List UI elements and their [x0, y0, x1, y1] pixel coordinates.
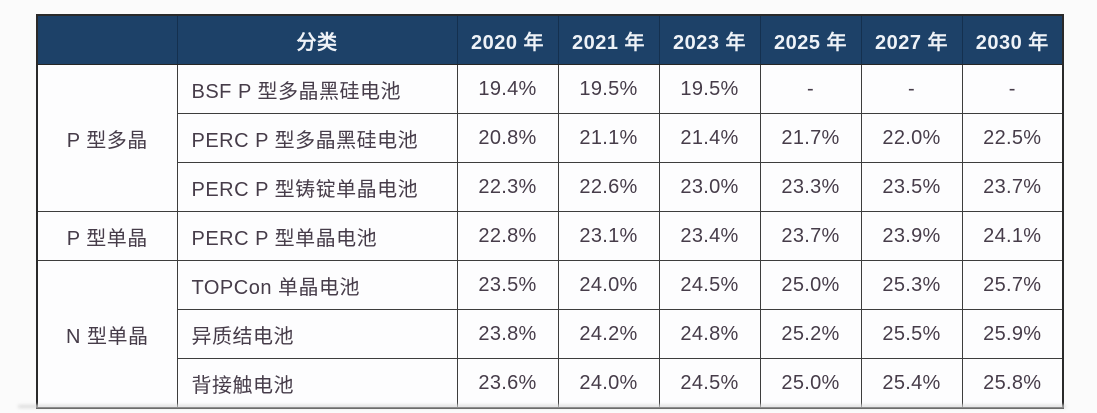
category-name-cell: 背接触电池 [176, 358, 458, 409]
header-corner-cell [37, 15, 177, 65]
efficiency-value-cell: - [961, 64, 1064, 114]
efficiency-table: 分类 2020 年 2021 年 2023 年 2025 年 2027 年 20… [36, 14, 1064, 409]
efficiency-value-cell: 25.2% [759, 309, 862, 359]
efficiency-value-cell: 25.5% [860, 309, 963, 359]
efficiency-value-cell: 25.9% [961, 309, 1064, 359]
efficiency-value-cell: 24.5% [658, 260, 761, 310]
header-year-2021: 2021 年 [557, 15, 659, 65]
efficiency-value-cell: 21.4% [658, 113, 761, 163]
efficiency-value-cell: - [759, 64, 862, 114]
efficiency-value-cell: - [860, 64, 963, 114]
efficiency-value-cell: 22.5% [961, 113, 1064, 163]
efficiency-value-cell: 21.1% [557, 113, 660, 163]
efficiency-value-cell: 23.9% [860, 211, 963, 261]
table-row: N 型单晶 TOPCon 单晶电池 23.5% 24.0% 24.5% 25.0% 25.3… [36, 260, 1064, 409]
table-body: P 型多晶 BSF P 型多晶黑硅电池 19.4% 19.5% 19.5% - - - PERC… [36, 64, 1064, 409]
header-year-2027: 2027 年 [860, 15, 962, 65]
header-year-2030: 2030 年 [961, 15, 1063, 65]
efficiency-value-cell: 24.0% [557, 358, 660, 409]
efficiency-value-cell: 23.4% [658, 211, 761, 261]
category-name-cell: 异质结电池 [176, 309, 458, 359]
efficiency-value-cell: 22.8% [456, 211, 559, 261]
table-row: PERC P 型铸锭单晶电池 22.3% 22.6% 23.0% 23.3% 23.5% 2… [37, 162, 1064, 212]
category-name-cell: BSF P 型多晶黑硅电池 [176, 64, 458, 114]
table-row: P 型多晶 BSF P 型多晶黑硅电池 19.4% 19.5% 19.5% - - - [36, 64, 1064, 212]
header-year-2025: 2025 年 [759, 15, 861, 65]
efficiency-value-cell: 19.4% [456, 64, 559, 114]
efficiency-value-cell: 24.2% [557, 309, 660, 359]
category-name-cell: TOPCon 单晶电池 [176, 260, 458, 310]
efficiency-value-cell: 24.0% [557, 260, 660, 310]
efficiency-value-cell: 24.8% [658, 309, 761, 359]
efficiency-value-cell: 23.6% [456, 358, 559, 409]
efficiency-value-cell: 21.7% [759, 113, 862, 163]
table-row: 背接触电池 23.6% 24.0% 24.5% 25.0% 25.4% 25.8% [37, 358, 1064, 409]
efficiency-value-cell: 23.3% [759, 162, 862, 212]
efficiency-value-cell: 25.3% [860, 260, 963, 310]
efficiency-value-cell: 23.1% [557, 211, 660, 261]
table-row: P 型单晶 PERC P 型单晶电池 22.8% 23.1% 23.4% 23.7% 23.… [36, 211, 1064, 261]
group-label-cell: P 型多晶 [36, 64, 178, 212]
table-row: PERC P 型多晶黑硅电池 20.8% 21.1% 21.4% 21.7% 22.0% 2… [37, 113, 1064, 163]
efficiency-value-cell: 25.7% [961, 260, 1064, 310]
header-category-cell: 分类 [176, 15, 457, 65]
table-shadow [18, 405, 1066, 408]
header-row: 分类 2020 年 2021 年 2023 年 2025 年 2027 年 20… [37, 15, 1063, 65]
efficiency-value-cell: 23.7% [961, 162, 1064, 212]
efficiency-value-cell: 22.6% [557, 162, 660, 212]
efficiency-value-cell: 25.0% [759, 260, 862, 310]
efficiency-value-cell: 24.5% [658, 358, 761, 409]
efficiency-value-cell: 23.5% [456, 260, 559, 310]
efficiency-value-cell: 23.5% [860, 162, 963, 212]
efficiency-value-cell: 25.4% [860, 358, 963, 409]
efficiency-value-cell: 24.1% [961, 211, 1064, 261]
group-label-cell: N 型单晶 [36, 260, 178, 409]
table-header: 分类 2020 年 2021 年 2023 年 2025 年 2027 年 20… [37, 15, 1063, 65]
efficiency-value-cell: 23.0% [658, 162, 761, 212]
efficiency-value-cell: 22.0% [860, 113, 963, 163]
efficiency-table-wrap: 分类 2020 年 2021 年 2023 年 2025 年 2027 年 20… [36, 14, 1064, 409]
efficiency-value-cell: 19.5% [658, 64, 761, 114]
efficiency-value-cell: 23.7% [759, 211, 862, 261]
efficiency-value-cell: 22.3% [456, 162, 559, 212]
group-label-cell: P 型单晶 [36, 211, 178, 261]
category-name-cell: PERC P 型铸锭单晶电池 [176, 162, 458, 212]
category-name-cell: PERC P 型单晶电池 [176, 211, 458, 261]
table-row: 异质结电池 23.8% 24.2% 24.8% 25.2% 25.5% 25.9% [37, 309, 1064, 359]
efficiency-value-cell: 25.8% [961, 358, 1064, 409]
efficiency-value-cell: 19.5% [557, 64, 660, 114]
header-year-2020: 2020 年 [456, 15, 558, 65]
efficiency-value-cell: 23.8% [456, 309, 559, 359]
efficiency-value-cell: 25.0% [759, 358, 862, 409]
header-year-2023: 2023 年 [658, 15, 760, 65]
category-name-cell: PERC P 型多晶黑硅电池 [176, 113, 458, 163]
efficiency-value-cell: 20.8% [456, 113, 559, 163]
